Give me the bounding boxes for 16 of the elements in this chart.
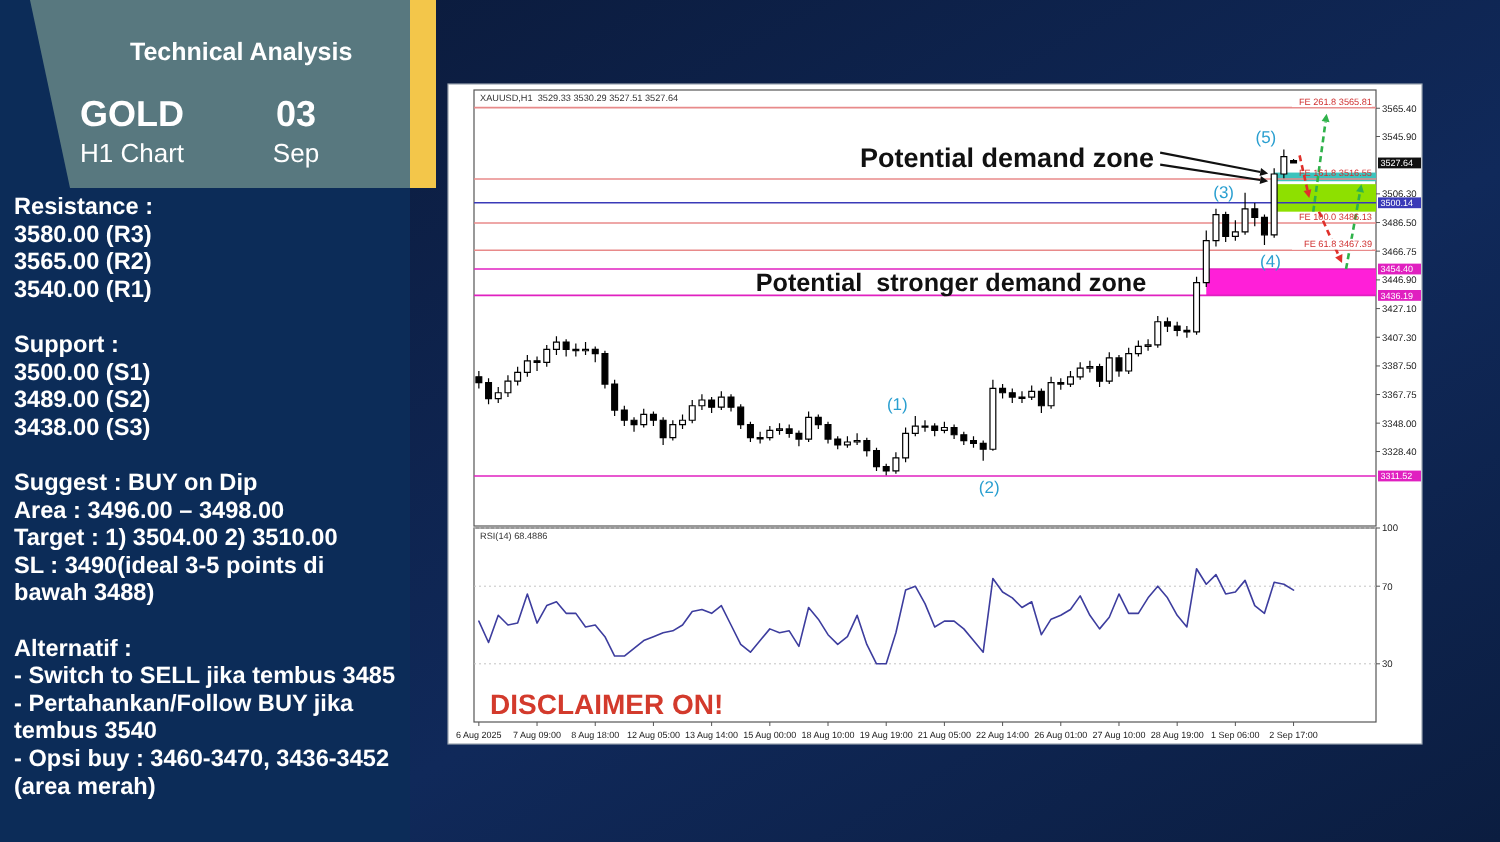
annotation: (2) [978, 476, 1000, 497]
text: Suggest : BUY on Dip Area : 3496.00 – 3498.00 Target : 1) 3504.00 2) 3510.00 SL : 3490(ideal 3-5 points di bawah 3488) [14, 468, 339, 607]
text: GOLD H1 Chart [79, 94, 185, 168]
band-label: Potential stronger demand zone [755, 269, 1147, 298]
text: Technical Analysis [130, 38, 353, 66]
text: Alternatif : - Switch to SELL jika tembus 3485 - Pertahankan/Follow BUY jika tembus 3540 - Opsi buy : 3460-3470, 3436-3452 (area merah) [14, 633, 396, 800]
annotation: (3) [1213, 181, 1235, 202]
text: Resistance : 3580.00 (R3) 3565.00 (R2) 3540.00 (R1) [14, 192, 154, 303]
annotation: DISCLAIMER ON! [490, 688, 724, 720]
text: Support : 3500.00 (S1) 3489.00 (S2) 3438.00 (S3) [14, 330, 151, 441]
text: 03 Sep [272, 94, 320, 168]
annotation: (1) [886, 393, 909, 414]
line-series [478, 567, 1295, 665]
annotation: (5) [1255, 127, 1277, 148]
annotation: (4) [1260, 250, 1282, 271]
band-label: Potential demand zone [860, 142, 1156, 173]
